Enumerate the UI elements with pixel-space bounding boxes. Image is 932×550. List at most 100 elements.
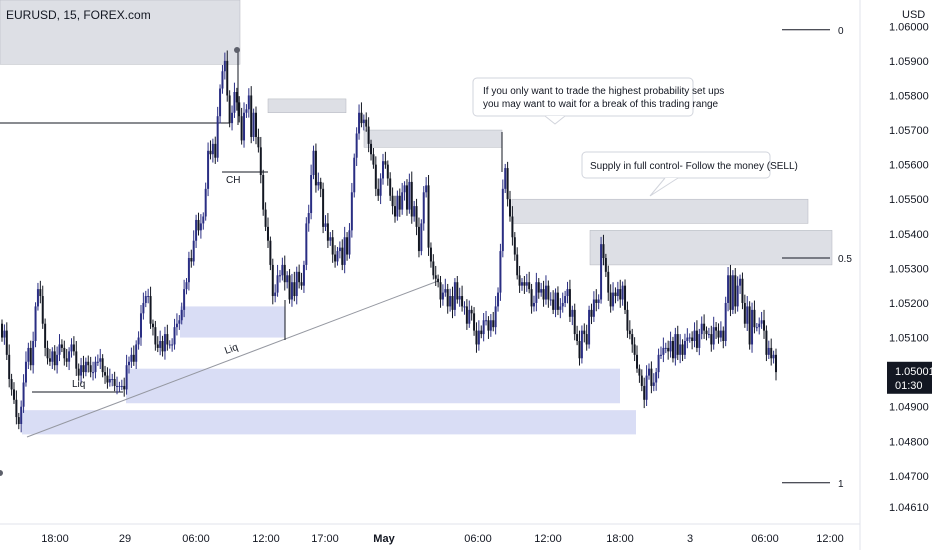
price-tick: 1.06000 xyxy=(889,21,929,33)
price-tick: 1.04700 xyxy=(889,471,929,483)
price-tick: 1.05600 xyxy=(889,160,929,172)
candle xyxy=(758,317,761,335)
candle xyxy=(540,282,543,297)
candle xyxy=(183,279,186,318)
candle xyxy=(523,275,526,294)
candle xyxy=(532,295,535,312)
candle xyxy=(422,186,425,231)
candle xyxy=(118,381,121,393)
candle xyxy=(379,173,382,205)
zones-layer xyxy=(0,0,833,435)
candle xyxy=(135,340,138,370)
candle xyxy=(149,286,152,329)
candle xyxy=(657,348,660,379)
candle xyxy=(314,143,317,193)
time-tick: 18:00 xyxy=(41,533,69,545)
candle xyxy=(542,280,545,307)
candle xyxy=(113,371,116,392)
candle xyxy=(736,276,739,312)
candle xyxy=(751,302,754,353)
liq-label-2: Liq xyxy=(223,342,239,357)
candle xyxy=(154,320,157,351)
candle xyxy=(142,292,145,320)
candle xyxy=(475,322,478,353)
candle xyxy=(485,310,488,326)
candle xyxy=(518,265,521,293)
fib-retracement[interactable]: 00.51 xyxy=(782,26,852,490)
price-axis[interactable]: USD 1.060001.059001.058001.057001.056001… xyxy=(859,0,932,550)
trendline[interactable] xyxy=(26,280,439,438)
fib-anchor-top[interactable] xyxy=(234,47,240,53)
candle xyxy=(353,153,356,198)
candle xyxy=(652,373,655,392)
supply-zone[interactable] xyxy=(363,129,503,148)
time-tick: 3 xyxy=(687,533,693,545)
candle xyxy=(695,320,698,353)
candle xyxy=(271,258,274,305)
candle xyxy=(595,289,598,312)
callout-trading-range[interactable]: If you only want to trade the highest pr… xyxy=(472,77,724,125)
time-axis[interactable]: 18:00 29 06:00 12:00 17:00 May 06:00 12:00 18:00… xyxy=(0,523,860,545)
candle xyxy=(108,368,111,387)
candle xyxy=(640,369,643,392)
candle xyxy=(295,266,298,305)
candle xyxy=(207,142,210,197)
candle xyxy=(139,305,142,346)
candle xyxy=(34,302,37,348)
symbol-title[interactable]: EURUSD, 15, FOREX.com xyxy=(6,8,151,22)
candle xyxy=(12,382,15,404)
price-tick: 1.04900 xyxy=(889,402,929,414)
candle xyxy=(382,153,385,185)
candle xyxy=(290,273,293,307)
candle xyxy=(293,271,296,302)
liq-label-1: Liq xyxy=(72,379,85,390)
callout-1-line-2: you may want to wait for a break of this… xyxy=(483,99,719,110)
candle xyxy=(185,278,188,295)
supply-zone[interactable] xyxy=(511,198,809,224)
price-tick: 1.05100 xyxy=(889,333,929,345)
candle xyxy=(417,217,420,258)
candle xyxy=(346,232,349,261)
candle xyxy=(326,213,329,248)
candle xyxy=(477,320,480,351)
time-tick: 12:00 xyxy=(252,533,280,545)
candle xyxy=(355,127,358,167)
candle xyxy=(420,219,423,256)
candle xyxy=(262,169,265,216)
candle xyxy=(104,365,107,384)
price-tick: 1.04800 xyxy=(889,436,929,448)
candle xyxy=(487,316,490,339)
candle xyxy=(715,321,718,339)
callout-2-text: Supply in full control- Follow the money… xyxy=(590,161,798,172)
candle xyxy=(746,296,749,331)
demand-zone[interactable] xyxy=(22,410,636,435)
candle xyxy=(77,363,80,381)
candle xyxy=(101,354,104,378)
candle xyxy=(171,338,174,352)
current-price-label: 1.05001 01:30 xyxy=(887,361,932,394)
candle xyxy=(583,323,586,343)
candle xyxy=(358,104,361,140)
supply-zone[interactable] xyxy=(267,98,347,113)
demand-zone[interactable] xyxy=(126,368,620,404)
candle xyxy=(178,315,181,330)
fib-anchor-bottom[interactable] xyxy=(0,470,3,476)
candle xyxy=(374,156,377,197)
candle xyxy=(116,376,119,395)
candle xyxy=(556,286,559,316)
demand-zone[interactable] xyxy=(180,306,285,338)
price-tick: 1.05400 xyxy=(889,229,929,241)
supply-zone[interactable] xyxy=(0,0,241,65)
candle xyxy=(151,319,154,336)
supply-zone[interactable] xyxy=(589,230,833,266)
candle xyxy=(41,285,44,329)
time-tick: 17:00 xyxy=(311,533,339,545)
candle xyxy=(453,278,456,317)
time-tick: 12:00 xyxy=(534,533,562,545)
callout-supply-control[interactable]: Supply in full control- Follow the money… xyxy=(581,151,798,197)
price-tick: 1.04610 xyxy=(889,502,929,514)
candle xyxy=(166,324,169,351)
candle xyxy=(597,294,600,310)
candle xyxy=(175,313,178,336)
